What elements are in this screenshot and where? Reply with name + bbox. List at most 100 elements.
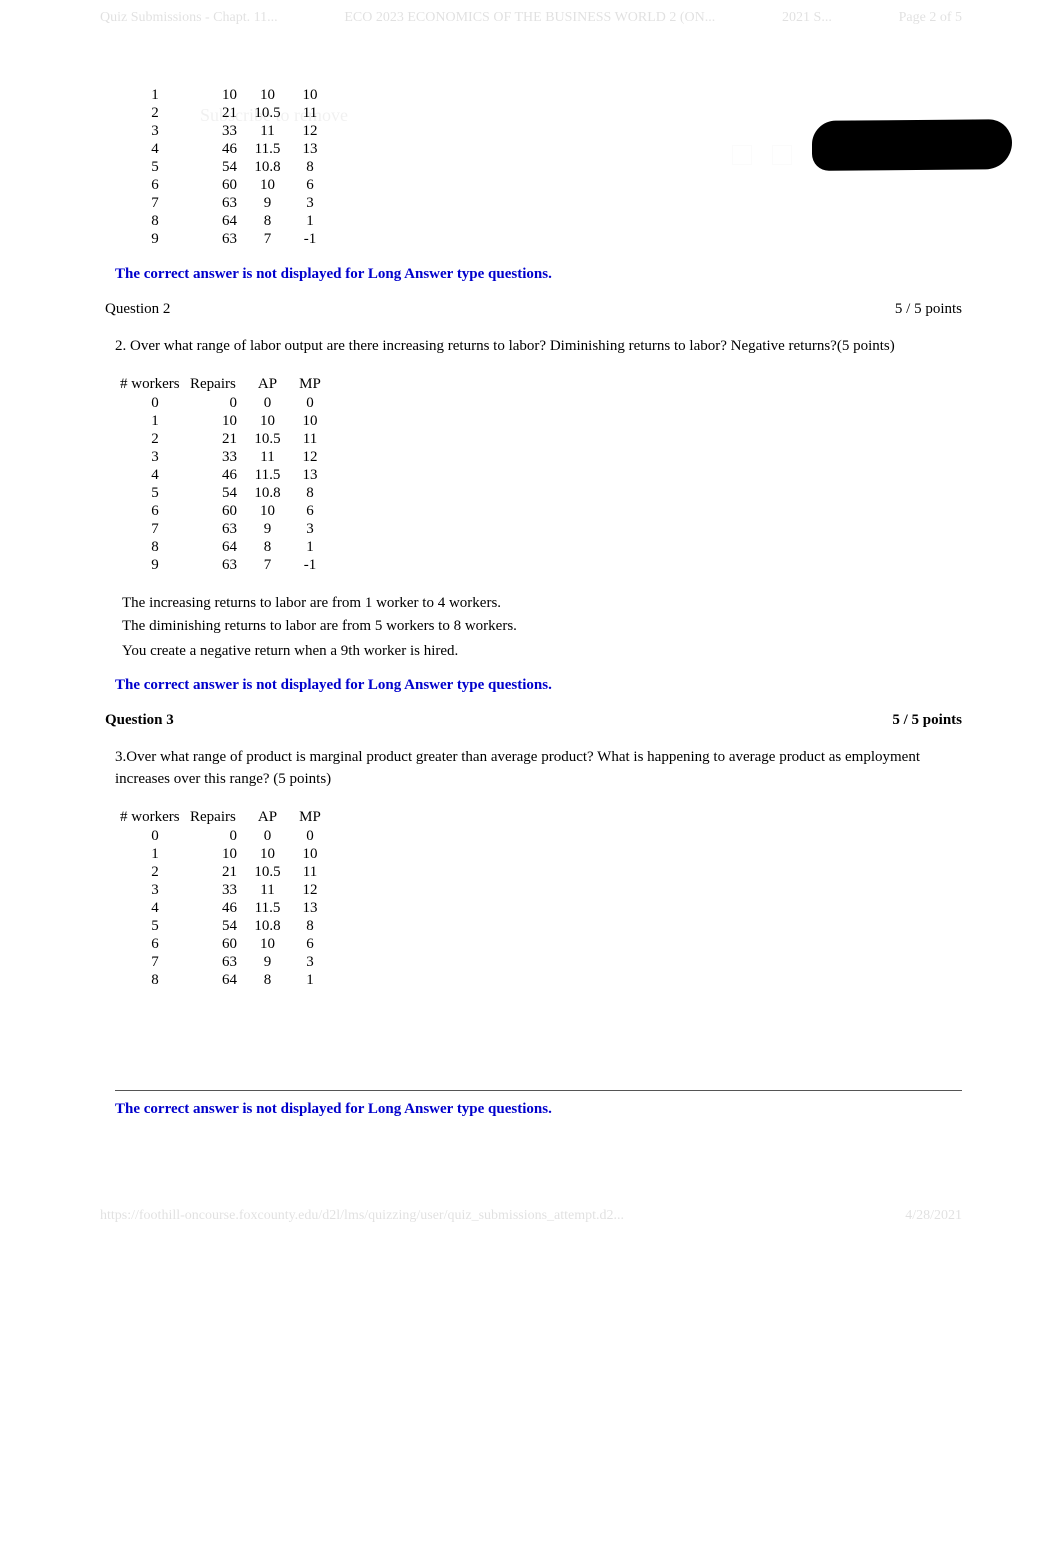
header-mid2-text: 2021 S... [782,10,832,26]
cell-mp: 8 [290,918,330,936]
q3-header: Question 3 5 / 5 points [105,712,962,729]
table-row: 22110.511 [120,104,330,122]
cell-mp: 1 [290,212,330,230]
cell-mp: 1 [290,539,330,557]
cell-ap: 9 [245,954,290,972]
cell-repairs: 33 [190,882,245,900]
cell-mp: 8 [290,485,330,503]
cell-workers: 9 [120,557,190,575]
table-row: 3331112 [120,122,330,140]
cell-mp: 11 [290,104,330,122]
cell-repairs: 0 [190,828,245,846]
cell-mp: 3 [290,954,330,972]
cell-repairs: 64 [190,972,245,990]
q1-table-partial: 110101022110.511333111244611.51355410.88… [120,86,330,248]
cell-workers: 4 [120,467,190,485]
cell-repairs: 54 [190,918,245,936]
cell-workers: 6 [120,503,190,521]
cell-mp: 12 [290,122,330,140]
table-row: 0000 [120,828,330,846]
cell-repairs: 60 [190,503,245,521]
cell-ap: 10 [245,176,290,194]
cell-workers: 2 [120,104,190,122]
cell-mp: -1 [290,230,330,248]
cell-repairs: 46 [190,467,245,485]
cell-repairs: 21 [190,104,245,122]
page-header: Quiz Submissions - Chapt. 11... ECO 2023… [100,10,962,26]
table-row: 55410.88 [120,918,330,936]
long-answer-note-1: The correct answer is not displayed for … [115,266,962,283]
table-row: 22110.511 [120,864,330,882]
cell-ap: 8 [245,539,290,557]
q2-col-ap: AP [245,376,290,395]
cell-mp: 12 [290,449,330,467]
cell-ap: 0 [245,395,290,413]
cell-ap: 10.5 [245,104,290,122]
cell-repairs: 63 [190,230,245,248]
cell-mp: 13 [290,140,330,158]
cell-ap: 10 [245,413,290,431]
table-row: 86481 [120,539,330,557]
table-row: 3331112 [120,882,330,900]
cell-ap: 10 [245,846,290,864]
q3-label: Question 3 [105,712,174,729]
cell-repairs: 10 [190,846,245,864]
cell-ap: 10 [245,503,290,521]
cell-mp: 10 [290,846,330,864]
cell-mp: 8 [290,158,330,176]
cell-ap: 7 [245,230,290,248]
cell-repairs: 63 [190,521,245,539]
cell-workers: 6 [120,176,190,194]
cell-repairs: 0 [190,395,245,413]
faded-icons [732,145,792,165]
q2-header: Question 2 5 / 5 points [105,301,962,318]
cell-mp: 1 [290,972,330,990]
cell-mp: 13 [290,900,330,918]
cell-ap: 9 [245,521,290,539]
redaction-block [812,119,1012,171]
q3-col-repairs: Repairs [190,809,245,828]
cell-repairs: 46 [190,900,245,918]
cell-workers: 0 [120,395,190,413]
long-answer-note-2: The correct answer is not displayed for … [115,677,962,694]
cell-mp: 6 [290,176,330,194]
cell-workers: 3 [120,449,190,467]
table-row: 55410.88 [120,158,330,176]
table-row: 76393 [120,954,330,972]
cell-mp: 13 [290,467,330,485]
cell-ap: 10 [245,936,290,954]
cell-repairs: 46 [190,140,245,158]
q2-label: Question 2 [105,301,170,318]
cell-repairs: 33 [190,122,245,140]
cell-ap: 8 [245,972,290,990]
table-row: 660106 [120,176,330,194]
divider-line [115,1090,962,1091]
q3-col-workers: # workers [120,809,190,828]
q3-points: 5 / 5 points [892,712,962,729]
cell-workers: 6 [120,936,190,954]
cell-mp: 10 [290,413,330,431]
cell-workers: 8 [120,212,190,230]
q2-table: # workers Repairs AP MP 0000110101022110… [120,376,330,575]
cell-workers: 5 [120,158,190,176]
cell-mp: 6 [290,936,330,954]
header-left-text: Quiz Submissions - Chapt. 11... [100,10,278,26]
cell-repairs: 54 [190,485,245,503]
cell-mp: -1 [290,557,330,575]
cell-workers: 0 [120,828,190,846]
q3-table: # workers Repairs AP MP 0000110101022110… [120,809,330,990]
q2-answer-line2: The diminishing returns to labor are fro… [122,616,962,638]
cell-mp: 11 [290,431,330,449]
cell-repairs: 54 [190,158,245,176]
cell-mp: 10 [290,86,330,104]
cell-ap: 10.8 [245,918,290,936]
cell-mp: 3 [290,194,330,212]
cell-ap: 11 [245,449,290,467]
cell-workers: 3 [120,122,190,140]
cell-mp: 0 [290,828,330,846]
cell-workers: 4 [120,140,190,158]
header-mid-text: ECO 2023 ECONOMICS OF THE BUSINESS WORLD… [344,10,715,26]
q2-answer: The increasing returns to labor are from… [122,593,962,663]
table-row: 660106 [120,503,330,521]
q3-col-mp: MP [290,809,330,828]
